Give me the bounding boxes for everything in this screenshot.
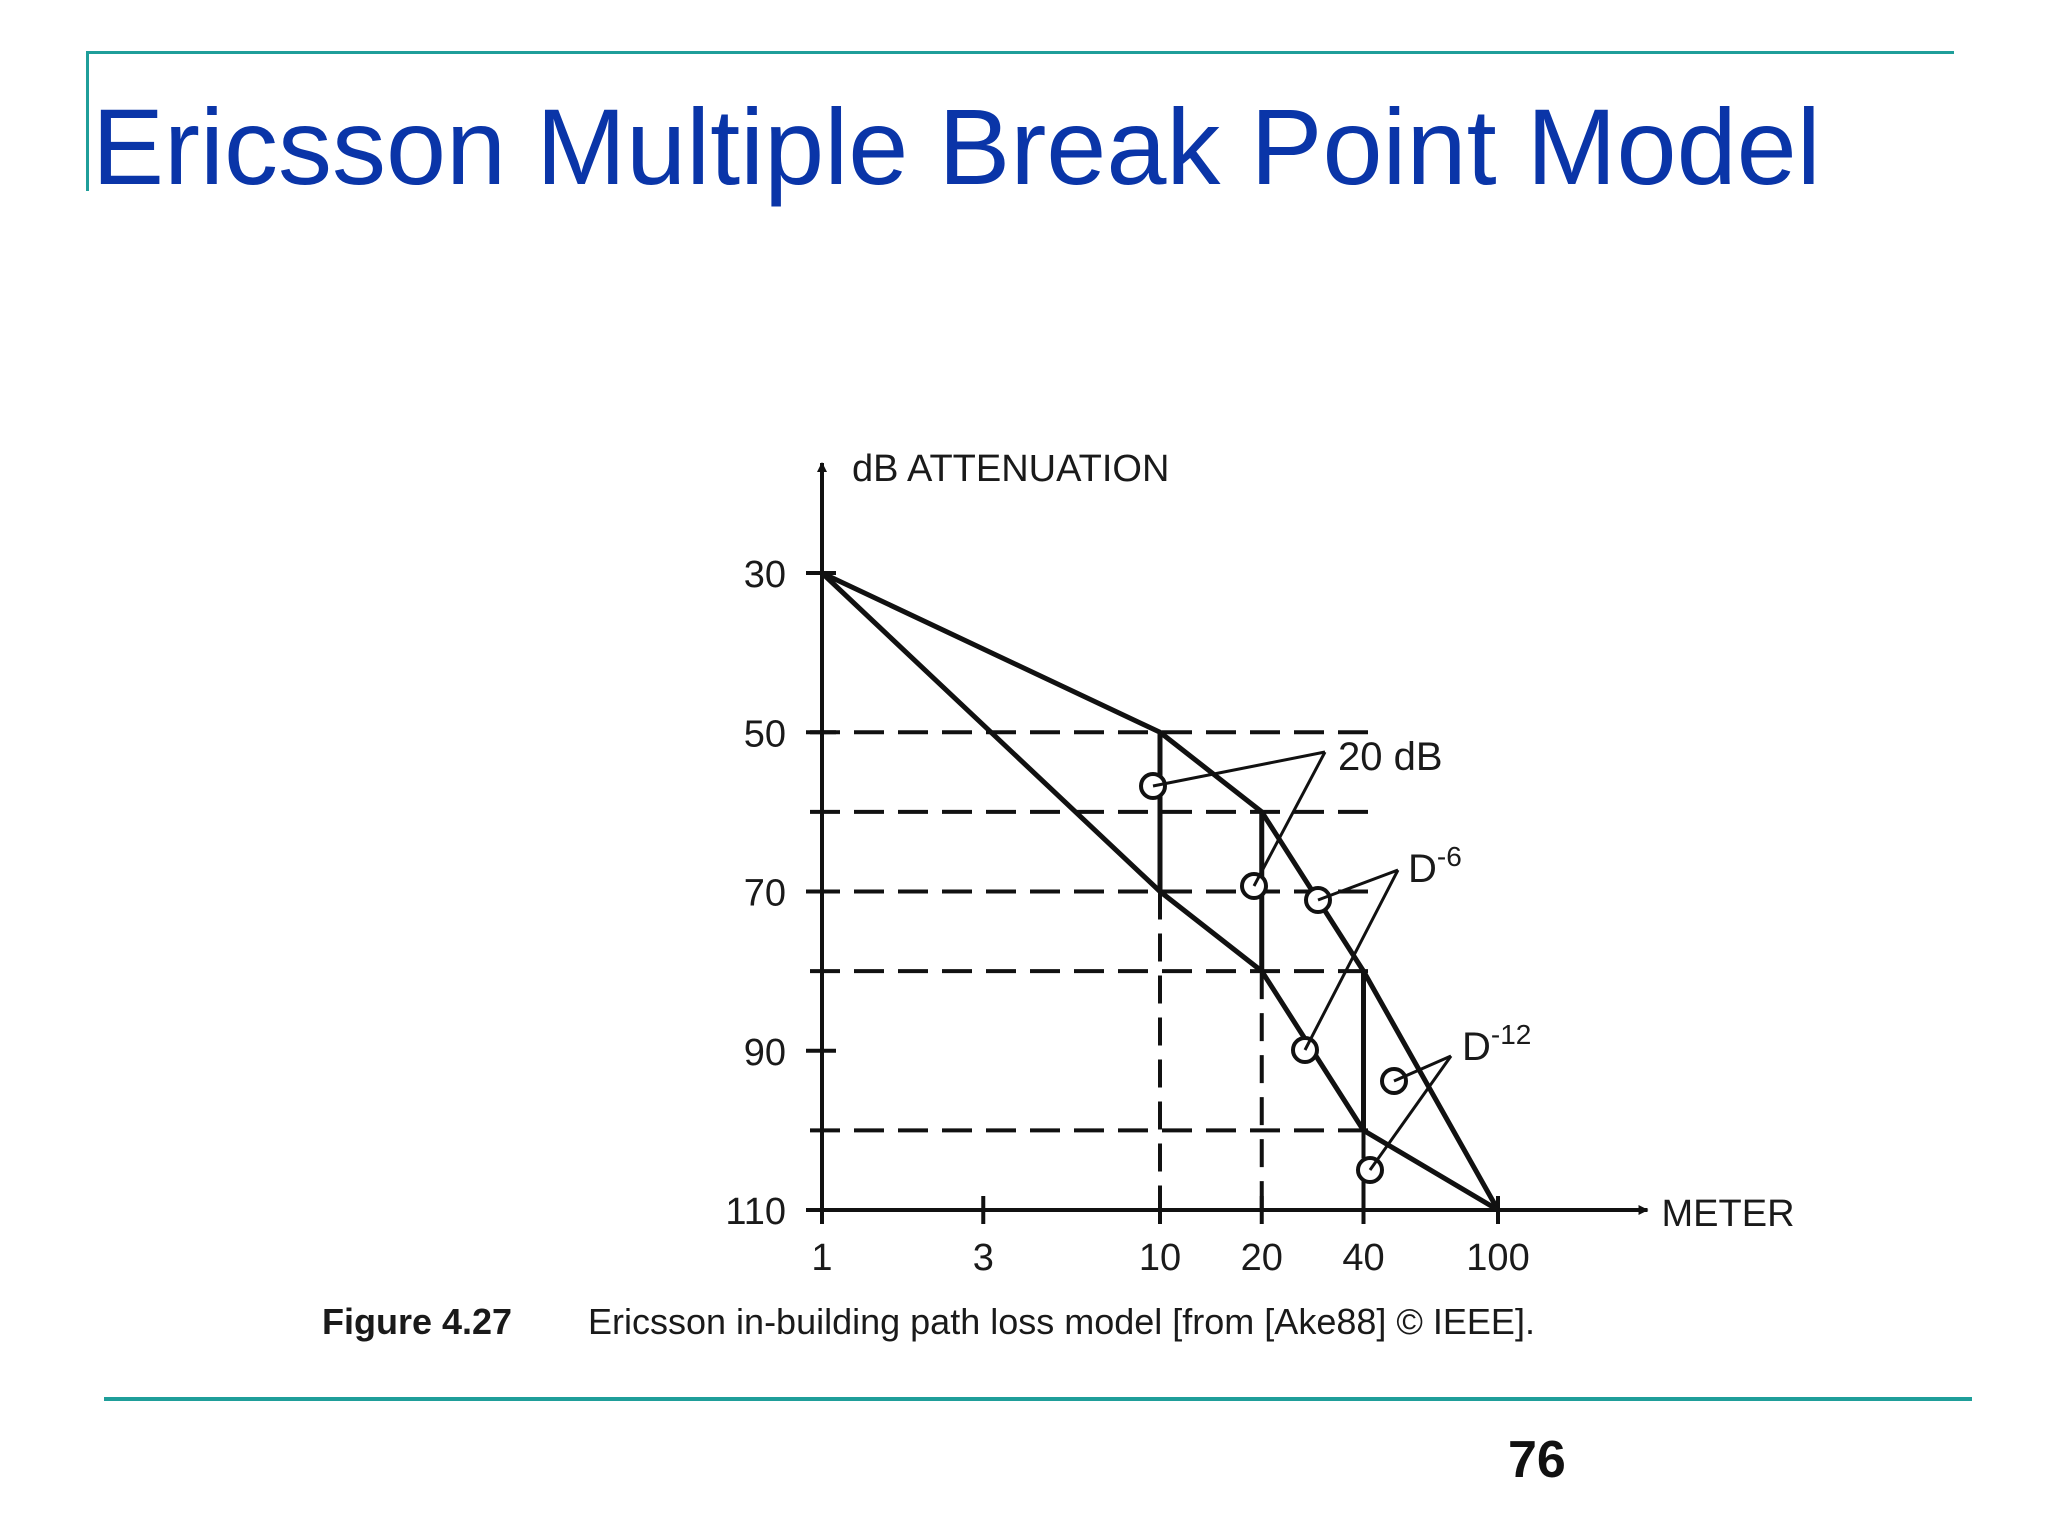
- left-rule: [86, 51, 89, 191]
- annotation-leader-3: [1317, 868, 1399, 902]
- x-tick-label-20: 20: [1241, 1237, 1283, 1279]
- annotation-leader-1: [1152, 750, 1326, 788]
- x-tick-label-1: 1: [811, 1237, 832, 1279]
- x-axis-label: METER: [1662, 1193, 1795, 1235]
- x-tick-label-3: 3: [973, 1237, 994, 1279]
- figure-caption: Figure 4.27 Ericsson in-building path los…: [322, 1301, 1535, 1342]
- page-number: 76: [1508, 1431, 1566, 1489]
- y-tick-label-30: 30: [744, 554, 786, 596]
- annotation-label-1: 20 dB: [1338, 735, 1443, 779]
- top-rule: [86, 51, 1954, 54]
- annotation-leader-6: [1368, 1055, 1453, 1171]
- annotation-label-2: D-6: [1408, 841, 1462, 891]
- y-tick-label-70: 70: [744, 873, 786, 915]
- slide-title: Ericsson Multiple Break Point Model: [92, 86, 1821, 207]
- y-tick-label-50: 50: [744, 713, 786, 755]
- bottom-rule: [104, 1397, 1972, 1401]
- annotation-label-3: D-12: [1462, 1019, 1531, 1069]
- annotation-leader-4: [1303, 869, 1400, 1051]
- x-tick-label-10: 10: [1139, 1237, 1181, 1279]
- y-axis-label: dB ATTENUATION: [852, 448, 1169, 490]
- annotation-leader-2: [1252, 751, 1327, 887]
- y-tick-label-110: 110: [725, 1191, 786, 1233]
- x-tick-label-40: 40: [1342, 1237, 1384, 1279]
- x-tick-label-100: 100: [1466, 1237, 1529, 1279]
- y-tick-label-90: 90: [744, 1032, 786, 1074]
- annotation-leader-5: [1393, 1054, 1452, 1083]
